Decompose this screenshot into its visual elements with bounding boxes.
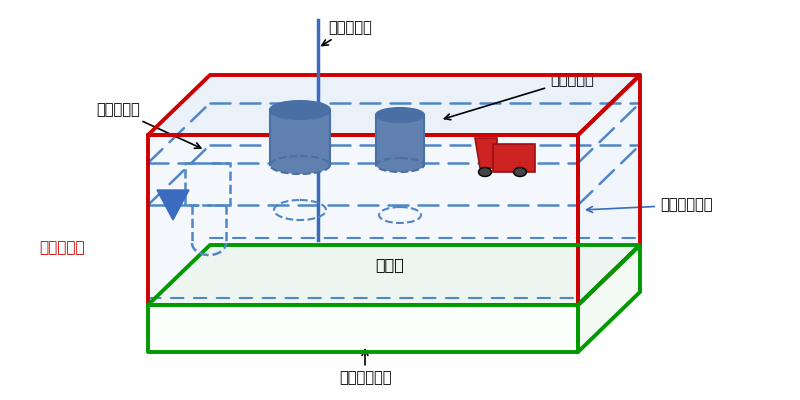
Text: 表面部水位: 表面部水位 bbox=[39, 240, 85, 256]
Polygon shape bbox=[376, 115, 424, 165]
Text: 石油タンク: 石油タンク bbox=[445, 72, 594, 120]
Polygon shape bbox=[157, 190, 189, 220]
FancyBboxPatch shape bbox=[493, 144, 535, 172]
Text: 標準砂: 標準砂 bbox=[375, 258, 405, 272]
Ellipse shape bbox=[376, 108, 424, 122]
Polygon shape bbox=[148, 245, 640, 305]
Polygon shape bbox=[578, 75, 640, 305]
Polygon shape bbox=[270, 110, 330, 165]
Polygon shape bbox=[475, 138, 497, 168]
Text: アクリル水槽: アクリル水槽 bbox=[586, 198, 713, 212]
Polygon shape bbox=[578, 245, 640, 352]
Polygon shape bbox=[148, 75, 640, 135]
Polygon shape bbox=[148, 135, 578, 305]
Text: 振動マシーン: 振動マシーン bbox=[338, 350, 391, 386]
Ellipse shape bbox=[376, 158, 424, 172]
Text: マンホール: マンホール bbox=[96, 102, 201, 148]
Ellipse shape bbox=[514, 168, 526, 176]
Polygon shape bbox=[148, 305, 578, 352]
Text: 場所打ち杭: 場所打ち杭 bbox=[322, 20, 372, 46]
Ellipse shape bbox=[478, 168, 491, 176]
Ellipse shape bbox=[270, 101, 330, 119]
Ellipse shape bbox=[270, 156, 330, 174]
